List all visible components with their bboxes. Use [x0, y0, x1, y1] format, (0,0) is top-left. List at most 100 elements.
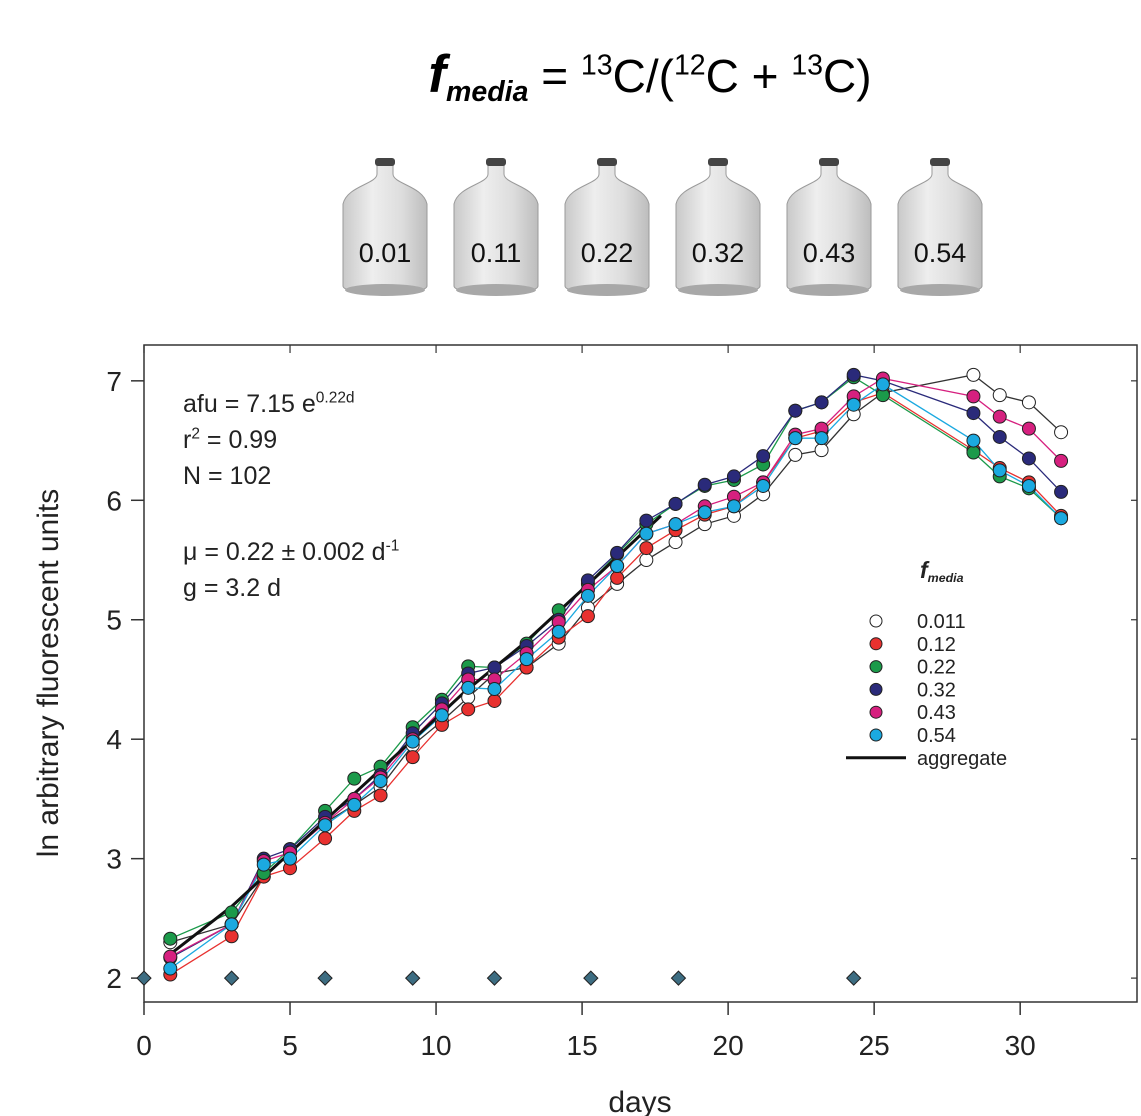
data-point — [992, 409, 1007, 424]
data-point — [461, 680, 476, 695]
text-segment: afu = 7.15 e — [183, 390, 316, 418]
data-point — [405, 734, 420, 749]
data-point — [966, 367, 981, 382]
text-segment: = 0.99 — [200, 426, 277, 454]
bottle-base — [345, 284, 425, 296]
bottles: 0.01 0.11 0.22 0.32 0.43 0.54 — [342, 158, 983, 296]
data-point — [318, 831, 333, 846]
data-point — [1054, 511, 1069, 526]
data-point — [163, 931, 178, 946]
x-tick-label: 10 — [420, 1030, 451, 1061]
data-point — [405, 750, 420, 765]
series-line — [169, 383, 1062, 970]
annotation: N = 102 — [183, 462, 271, 490]
x-tick-label: 15 — [567, 1030, 598, 1061]
bottle-base — [567, 284, 647, 296]
bottle-cap — [486, 158, 506, 166]
text-segment: 13 — [791, 50, 823, 82]
data-point — [788, 447, 803, 462]
data-point — [163, 961, 178, 976]
data-point — [256, 857, 271, 872]
legend-label: 0.43 — [917, 702, 956, 724]
data-point — [668, 496, 683, 511]
data-point — [404, 970, 421, 986]
y-tick-label: 2 — [106, 963, 122, 994]
data-point — [347, 771, 362, 786]
text-segment: media — [446, 76, 529, 108]
x-tick-label: 20 — [713, 1030, 744, 1061]
text-segment: -1 — [386, 538, 400, 555]
bottle-cap — [597, 158, 617, 166]
data-point — [223, 970, 240, 986]
text-segment: 13 — [581, 50, 613, 82]
y-tick-label: 3 — [106, 844, 122, 875]
data-point — [373, 774, 388, 789]
x-tick-label: 5 — [282, 1030, 298, 1061]
data-point — [846, 397, 861, 412]
y-tick-label: 7 — [106, 366, 122, 397]
data-point — [639, 553, 654, 568]
plot-frame — [143, 344, 1138, 1003]
bottle — [897, 161, 983, 294]
data-point — [1021, 395, 1036, 410]
data-point — [1021, 478, 1036, 493]
x-axis-label: days — [608, 1086, 671, 1116]
data-point — [487, 660, 502, 675]
text-segment: N = 102 — [183, 462, 271, 490]
series-line — [170, 374, 1062, 943]
text-segment: = — [528, 50, 580, 102]
data-point — [726, 469, 741, 484]
data-point — [1054, 453, 1069, 468]
data-point — [224, 905, 239, 920]
text-segment: C) — [823, 50, 872, 102]
data-point — [487, 682, 502, 697]
bottle-cap — [819, 158, 839, 166]
y-tick-label: 4 — [106, 724, 122, 755]
bottle — [675, 161, 761, 294]
data-point — [756, 478, 771, 493]
text-segment: g = 3.2 d — [183, 574, 281, 602]
data-point — [639, 526, 654, 541]
data-point — [846, 367, 861, 382]
y-tick-label: 6 — [106, 485, 122, 516]
data-point — [697, 505, 712, 520]
bottle-cap — [375, 158, 395, 166]
bottle-label: 0.22 — [581, 238, 634, 268]
text-segment: f — [920, 557, 930, 583]
text-segment: C/( — [613, 50, 675, 102]
data-point — [224, 929, 239, 944]
x-tick-label: 30 — [1005, 1030, 1036, 1061]
x-tick-label: 0 — [136, 1030, 152, 1061]
y-axis-label: ln arbitrary fluorescent units — [32, 489, 65, 858]
text-segment: 0.22d — [316, 390, 355, 407]
legend-marker — [869, 614, 883, 628]
data-point — [697, 477, 712, 492]
bottle-cap — [708, 158, 728, 166]
data-point — [788, 403, 803, 418]
legend-marker — [869, 728, 883, 742]
data-point — [639, 541, 654, 556]
text-segment: 2 — [191, 426, 200, 443]
data-point — [1054, 484, 1069, 499]
data-point — [486, 970, 503, 986]
bottle-label: 0.01 — [359, 238, 412, 268]
bottle — [564, 161, 650, 294]
bottle-base — [456, 284, 536, 296]
data-point — [610, 570, 625, 585]
data-point — [814, 431, 829, 446]
data-point — [224, 917, 239, 932]
text-segment: r — [183, 426, 191, 454]
data-point — [318, 818, 333, 833]
data-point — [317, 970, 333, 986]
x-tick-label: 25 — [859, 1030, 890, 1061]
data-point — [373, 788, 388, 803]
bottle-cap — [930, 158, 950, 166]
data-point — [668, 517, 683, 532]
formula: fmedia = 13C/(12C + 13C) — [428, 45, 871, 108]
data-point — [992, 429, 1007, 444]
legend-title: fmedia — [920, 557, 964, 585]
legend-label: 0.12 — [917, 634, 956, 656]
legend-label: 0.011 — [917, 611, 966, 633]
data-point — [1054, 425, 1069, 440]
